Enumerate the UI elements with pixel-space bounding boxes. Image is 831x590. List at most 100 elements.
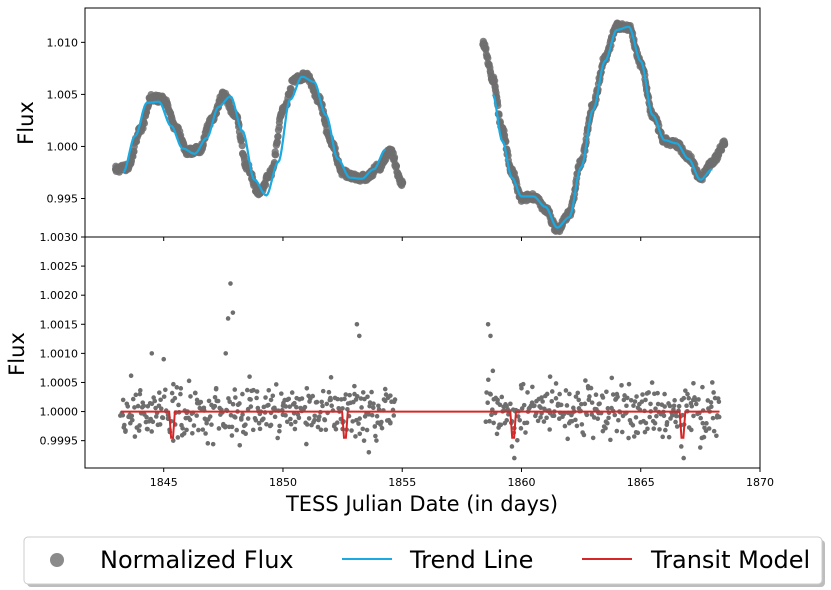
flux-point	[571, 405, 576, 411]
flux-point	[498, 422, 504, 428]
flux-point	[583, 378, 588, 383]
flux-point	[487, 418, 492, 424]
flux-point	[207, 414, 213, 419]
top-y-ticks: 0.995 1.000 1.005 1.010	[47, 36, 85, 205]
flux-point	[709, 404, 714, 410]
flux-point	[517, 417, 523, 423]
flux-point	[174, 385, 180, 390]
flux-point	[359, 405, 364, 410]
flux-point	[388, 393, 393, 398]
flux-point	[495, 397, 500, 403]
flux-point	[700, 420, 706, 426]
x-tick-label: 1855	[388, 476, 416, 489]
flux-point	[691, 381, 696, 386]
flux-point	[376, 403, 381, 409]
flux-point	[360, 426, 366, 432]
flux-point	[557, 391, 562, 397]
flux-point	[156, 390, 162, 395]
flux-point	[606, 415, 611, 421]
legend-box	[23, 536, 823, 585]
flux-point	[488, 333, 493, 339]
flux-point	[523, 430, 528, 435]
flux-point	[358, 396, 364, 401]
flux-point	[196, 427, 201, 433]
flux-point	[499, 394, 505, 400]
flux-point	[123, 428, 128, 433]
trend-line	[491, 25, 713, 229]
flux-point	[672, 398, 677, 403]
flux-point	[579, 401, 584, 407]
flux-point	[354, 321, 360, 327]
flux-point	[320, 403, 325, 409]
flux-point	[244, 387, 250, 393]
flux-point	[302, 404, 308, 410]
flux-point	[649, 380, 655, 385]
flux-point	[200, 427, 206, 432]
flux-point	[643, 420, 649, 426]
y-tick-label: 1.0000	[40, 406, 79, 419]
flux-point	[632, 399, 638, 404]
flux-point	[356, 333, 362, 339]
flux-point	[347, 392, 352, 398]
flux-point	[706, 426, 712, 431]
flux-point	[524, 420, 530, 426]
flux-point	[286, 396, 292, 402]
flux-point	[320, 388, 326, 394]
flux-point	[215, 398, 221, 404]
flux-point	[278, 106, 287, 115]
flux-point	[272, 151, 280, 159]
y-tick-label: 1.0015	[40, 318, 79, 331]
flux-point	[372, 424, 378, 429]
flux-point	[584, 412, 590, 418]
flux-point	[287, 404, 293, 409]
flux-point	[631, 403, 636, 408]
flux-point	[491, 420, 496, 426]
flux-point	[681, 395, 687, 401]
flux-point	[188, 394, 193, 399]
flux-point	[582, 401, 588, 407]
x-tick-label: 1860	[507, 476, 535, 489]
flux-point	[230, 401, 236, 407]
flux-point	[312, 417, 317, 423]
flux-point	[225, 316, 231, 321]
flux-point	[194, 397, 200, 403]
flux-point	[488, 74, 497, 83]
flux-point	[653, 406, 658, 412]
flux-point	[376, 407, 382, 412]
flux-point	[187, 417, 193, 423]
flux-point	[530, 384, 535, 390]
flux-point	[373, 433, 378, 439]
flux-point	[651, 426, 657, 431]
flux-point	[132, 405, 137, 410]
flux-point	[374, 413, 380, 419]
flux-point	[125, 404, 131, 409]
flux-point	[161, 394, 167, 399]
flux-point	[589, 400, 595, 405]
flux-point	[274, 132, 282, 141]
flux-point	[624, 403, 629, 409]
flux-point	[604, 389, 609, 395]
flux-point	[137, 391, 143, 397]
y-tick-label: 1.005	[47, 88, 79, 101]
flux-point	[512, 455, 517, 461]
flux-point	[711, 390, 716, 395]
y-tick-label: 1.0025	[40, 260, 79, 273]
flux-point	[392, 162, 401, 170]
flux-point	[690, 397, 696, 403]
flux-point	[312, 413, 318, 419]
flux-point	[540, 399, 545, 404]
flux-point	[250, 427, 256, 433]
flux-point	[388, 420, 393, 426]
flux-point	[206, 398, 212, 404]
flux-point	[319, 399, 324, 405]
y-tick-label: 1.000	[47, 140, 79, 153]
flux-point	[277, 428, 282, 434]
legend-flux-label: Normalized Flux	[100, 546, 294, 574]
flux-point	[299, 396, 305, 401]
flux-point	[153, 414, 159, 419]
legend-flux-marker	[50, 553, 64, 567]
flux-point	[352, 383, 357, 389]
bottom-y-ticks: 0.9995 1.0000 1.0005 1.0010 1.0015 1.0020 1.00…	[40, 231, 85, 448]
flux-point	[674, 424, 680, 429]
flux-point	[626, 381, 632, 387]
